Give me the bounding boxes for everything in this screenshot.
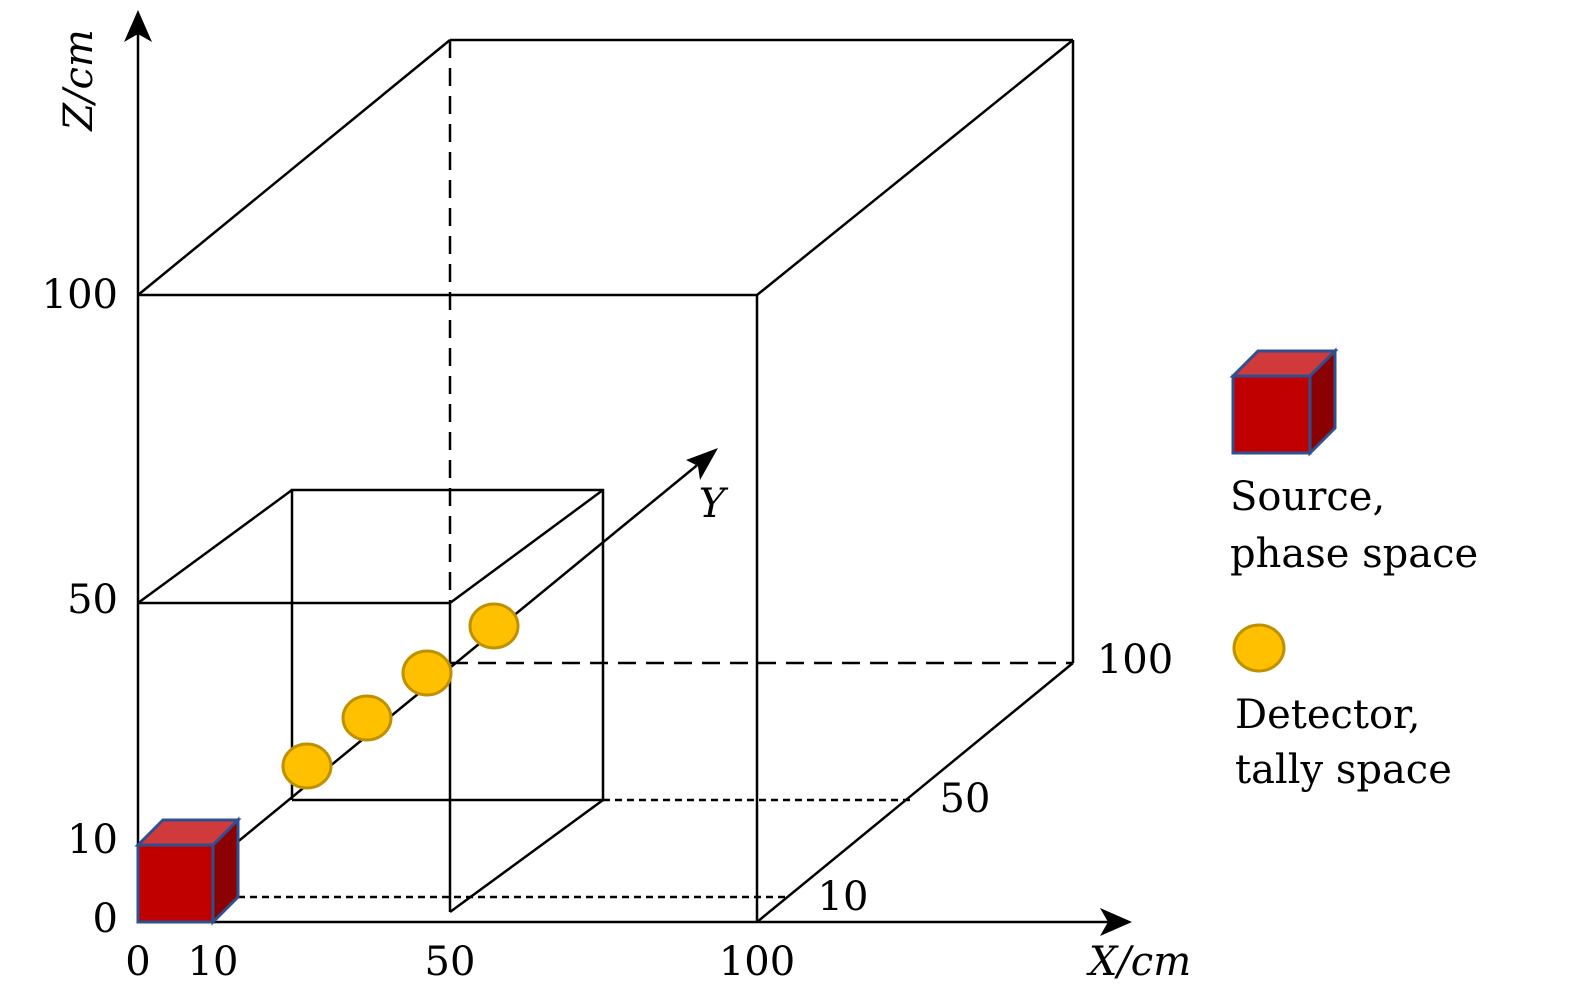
detectors bbox=[281, 602, 520, 790]
z-tick-label: 50 bbox=[67, 577, 118, 623]
x-tick-label: 50 bbox=[425, 939, 476, 985]
inner-box bbox=[137, 488, 910, 914]
y-tick-label: 10 bbox=[818, 874, 869, 920]
z-tick-label: 100 bbox=[42, 272, 118, 318]
y-tick-label: 100 bbox=[1097, 637, 1173, 683]
z-axis-label: Z/cm bbox=[56, 29, 102, 133]
axes bbox=[124, 10, 1132, 936]
y-axis-label: Y bbox=[699, 481, 729, 527]
outer-box bbox=[137, 38, 1075, 923]
y-tick-label: 50 bbox=[940, 776, 991, 822]
z-tick-label: 0 bbox=[93, 896, 118, 942]
z-tick-label: 10 bbox=[67, 817, 118, 863]
legend-icons bbox=[1229, 347, 1339, 673]
legend-text: tally space bbox=[1235, 747, 1452, 793]
x-tick-label: 100 bbox=[719, 939, 795, 985]
legend-text: phase space bbox=[1230, 531, 1478, 577]
legend-text: Source, bbox=[1230, 474, 1385, 520]
x-tick-label: 10 bbox=[188, 939, 239, 985]
legend-text: Detector, bbox=[1235, 692, 1421, 738]
source-cube bbox=[134, 816, 242, 926]
x-axis-label: X/cm bbox=[1086, 939, 1191, 985]
x-tick-label: 0 bbox=[125, 939, 150, 985]
